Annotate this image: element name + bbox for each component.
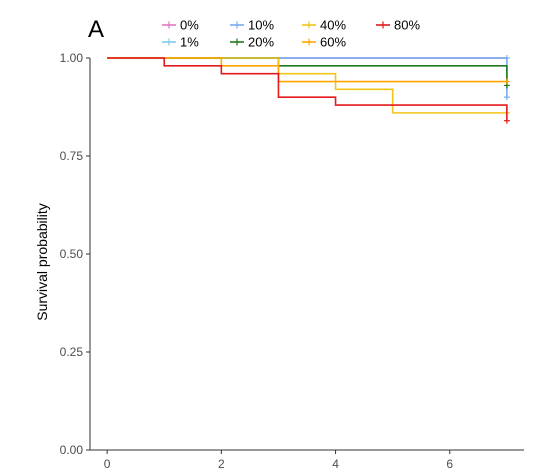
legend-label-60pct: 60%	[320, 35, 346, 50]
y-tick-label: 0.25	[60, 345, 84, 359]
y-tick-label: 0.75	[60, 149, 84, 163]
legend-label-40pct: 40%	[320, 18, 346, 33]
legend-item-10pct: 10%	[230, 18, 274, 33]
legend-item-60pct: 60%	[302, 35, 346, 50]
legend-label-0pct: 0%	[180, 18, 199, 33]
legend-item-40pct: 40%	[302, 18, 346, 33]
axes: 0.00 0.25 0.50 0.75 1.00 0 2 4 6	[60, 51, 524, 471]
y-axis-title: Survival probability	[34, 203, 50, 321]
curve-80pct	[107, 57, 508, 121]
curve-10pct	[107, 57, 508, 98]
panel-label: A	[88, 16, 104, 43]
censor-mark-60pct	[503, 78, 510, 85]
x-tick-label: 2	[218, 457, 225, 471]
legend-item-0pct: 0%	[162, 18, 199, 33]
legend-label-20pct: 20%	[248, 35, 274, 50]
y-tick-label: 0.00	[60, 443, 84, 457]
x-tick-label: 6	[446, 457, 453, 471]
legend-item-20pct: 20%	[230, 35, 274, 50]
legend-item-80pct: 80%	[376, 18, 420, 33]
censor-mark-10pct	[503, 94, 510, 101]
y-tick-label: 1.00	[60, 51, 84, 65]
survival-curves	[107, 55, 510, 124]
legend: 0% 1% 10% 20% 40% 60% 80%	[162, 18, 420, 50]
legend-label-80pct: 80%	[394, 18, 420, 33]
x-tick-label: 0	[104, 457, 111, 471]
legend-label-10pct: 10%	[248, 18, 274, 33]
x-tick-label: 4	[332, 457, 339, 471]
curve-60pct	[107, 57, 507, 83]
legend-item-1pct: 1%	[162, 35, 199, 50]
legend-label-1pct: 1%	[180, 35, 199, 50]
y-tick-label: 0.50	[60, 247, 84, 261]
censor-mark-80pct	[503, 117, 510, 124]
